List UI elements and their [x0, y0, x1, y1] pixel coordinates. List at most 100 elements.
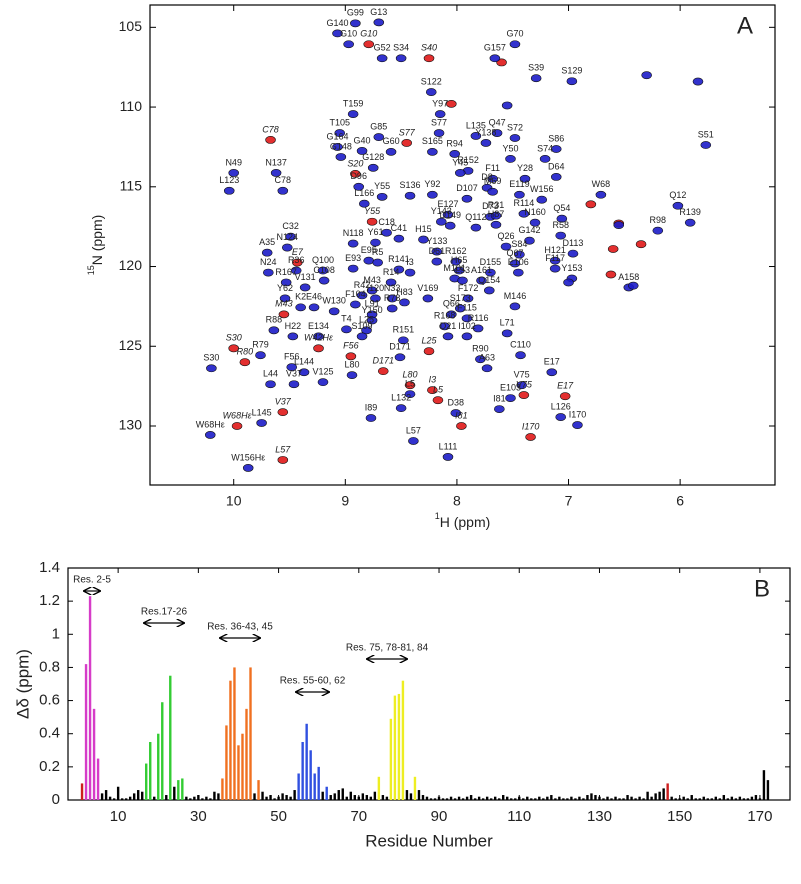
bar	[437, 796, 441, 800]
bar	[433, 798, 437, 800]
peak	[363, 256, 375, 265]
peak	[265, 136, 276, 144]
peak-label: Q154	[478, 275, 500, 285]
peak-label: I81	[455, 410, 468, 420]
peak-label: H65	[451, 255, 468, 265]
peak	[287, 332, 299, 341]
bar	[449, 796, 453, 800]
peak	[295, 303, 306, 312]
peak	[395, 54, 407, 63]
peak-label: W68Hε	[196, 419, 225, 429]
peak-label: N49	[225, 157, 242, 167]
peak	[356, 147, 368, 155]
bar	[108, 796, 112, 800]
y-tick-label: 130	[119, 417, 143, 433]
bar	[550, 795, 553, 800]
bar	[397, 693, 401, 800]
peak-label: W42Hε	[304, 333, 334, 343]
x-tick-label: 130	[587, 808, 612, 825]
peak-label: E93	[345, 253, 361, 263]
peak	[627, 281, 639, 290]
bar	[594, 795, 597, 800]
peak-label: R5	[372, 247, 384, 257]
peak	[393, 234, 405, 243]
bar	[506, 796, 509, 800]
y-tick-label: 1.4	[39, 559, 60, 576]
bar	[297, 773, 300, 800]
peak-label: A158	[618, 272, 639, 282]
peak-label: S109	[352, 321, 373, 331]
y-tick-label: 0	[52, 791, 60, 808]
peak-label: L166	[354, 188, 374, 198]
peak	[373, 133, 385, 141]
peak-label: E119	[509, 179, 529, 189]
peak	[607, 245, 619, 253]
bar	[622, 798, 625, 800]
peak-label: M43	[275, 299, 293, 309]
peak-label: R78	[384, 293, 401, 303]
peak	[442, 453, 454, 461]
peak	[277, 408, 289, 417]
bar	[445, 798, 449, 800]
y-axis-label: Δδ (ppm)	[13, 649, 32, 719]
y-tick-label: 1	[52, 625, 60, 642]
peak-label: R116	[468, 313, 489, 323]
bar	[253, 793, 256, 800]
peak-label: S173	[450, 293, 471, 303]
y-tick-label: 0.6	[39, 692, 60, 709]
peak-label: G142	[518, 225, 540, 235]
peak	[423, 347, 435, 356]
peak	[432, 396, 444, 405]
range-annotation: Res. 55-60, 62	[280, 676, 346, 687]
peak-label: A161	[471, 265, 492, 275]
peak-label: L25	[359, 315, 374, 325]
y-tick-label: 0.2	[39, 758, 60, 775]
peak-label: E106	[508, 257, 529, 267]
bar	[153, 796, 156, 800]
x-tick-label: 6	[676, 493, 684, 509]
peak	[335, 153, 347, 161]
peak	[550, 173, 562, 181]
peak	[556, 214, 568, 223]
bar	[630, 796, 633, 800]
peak	[204, 431, 216, 439]
peak-label: R79	[252, 340, 269, 350]
peak	[446, 310, 457, 319]
bar	[670, 796, 673, 800]
bar	[321, 791, 324, 800]
peak-label: I89	[365, 402, 378, 412]
peak	[485, 268, 496, 277]
bar	[229, 680, 232, 800]
bar	[481, 798, 485, 800]
bar	[698, 798, 701, 800]
peak-label: E127	[437, 199, 458, 209]
bar	[401, 680, 405, 800]
peak	[239, 358, 251, 367]
peak	[567, 249, 579, 258]
peak	[550, 145, 562, 153]
bar	[104, 790, 108, 800]
peak	[450, 409, 462, 417]
peak-label: L5	[433, 385, 444, 395]
peak	[366, 310, 378, 319]
bar	[161, 702, 164, 800]
peak	[373, 18, 385, 27]
bar	[165, 795, 168, 800]
peak	[529, 218, 541, 227]
peak	[263, 268, 274, 277]
peak-label: R167	[275, 267, 297, 277]
bar	[546, 796, 549, 800]
peak	[505, 394, 516, 402]
bar	[205, 796, 208, 800]
bar	[457, 796, 461, 800]
peak	[490, 220, 502, 229]
peak-label: C32	[282, 221, 299, 231]
peak-label: L44	[263, 369, 278, 379]
peak-label: S77	[431, 117, 447, 127]
peak	[509, 134, 521, 142]
peak	[332, 29, 343, 38]
peak	[546, 368, 558, 377]
peak-label: E103	[500, 382, 521, 392]
peak-label: C108	[313, 265, 335, 275]
peak-label: W156	[530, 184, 554, 194]
